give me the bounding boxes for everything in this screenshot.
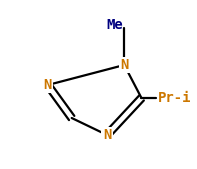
Text: N: N bbox=[120, 58, 128, 72]
Text: N: N bbox=[44, 78, 52, 92]
Text: Pr-i: Pr-i bbox=[158, 91, 191, 105]
Text: N: N bbox=[103, 128, 111, 142]
Text: Me: Me bbox=[106, 18, 123, 32]
